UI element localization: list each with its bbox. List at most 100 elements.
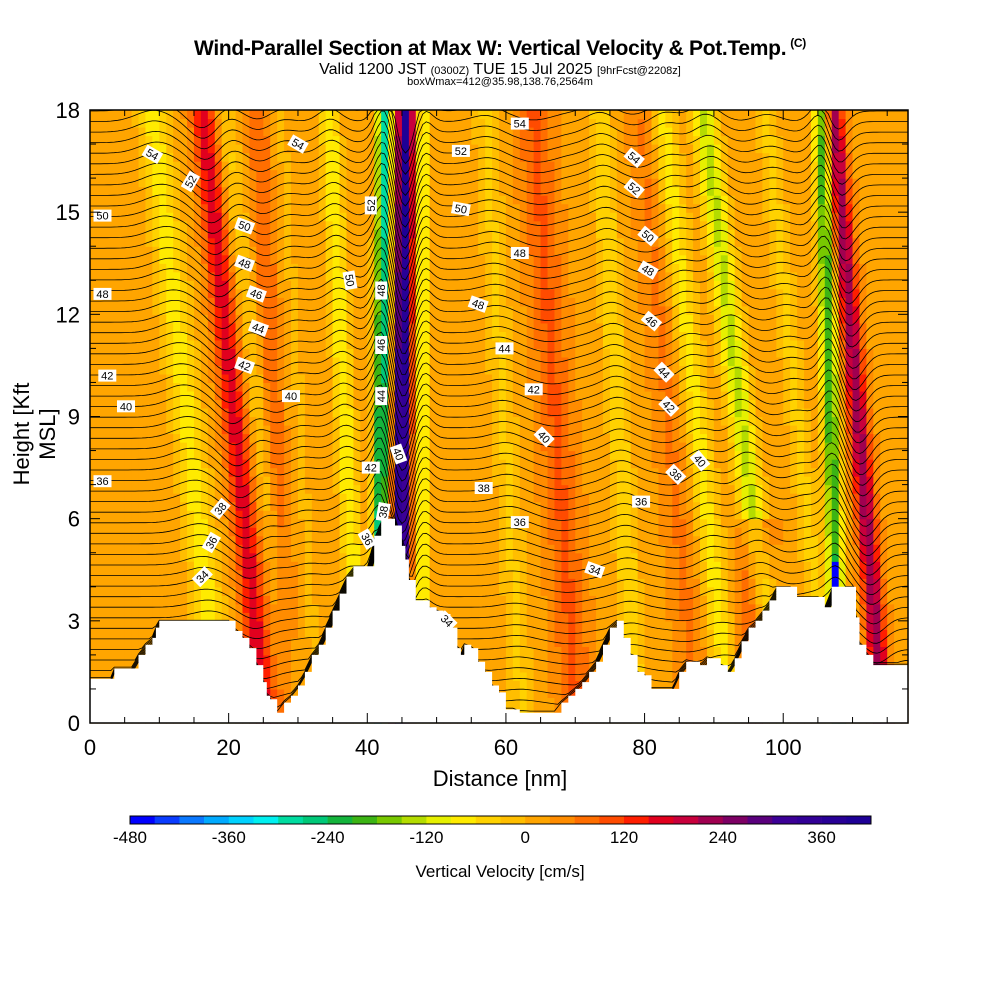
velocity-cell [304,110,313,120]
velocity-cell [131,212,140,222]
velocity-cell [235,612,244,622]
velocity-cell [193,399,202,409]
velocity-cell [166,399,174,409]
velocity-cell [353,288,361,298]
velocity-cell [159,305,167,315]
velocity-cell [166,195,174,205]
velocity-cell [90,314,98,324]
velocity-cell [103,254,112,264]
velocity-cell [311,620,320,630]
velocity-cell [228,476,237,486]
velocity-cell [443,322,452,332]
velocity-cell [339,288,348,298]
velocity-cell [519,561,528,571]
velocity-cell [180,399,188,409]
velocity-cell [505,450,514,460]
velocity-cell [96,518,105,528]
velocity-cell [436,186,445,196]
velocity-cell [284,501,292,511]
velocity-cell [547,271,556,281]
velocity-cell [332,305,341,315]
velocity-cell [110,637,119,647]
valid-date: TUE 15 Jul 2025 [473,61,593,78]
velocity-cell [561,620,569,630]
velocity-cell [471,373,479,384]
velocity-cell [193,544,202,554]
velocity-cell [138,339,147,349]
velocity-cell [117,152,126,162]
velocity-cell [221,561,230,571]
velocity-cell [540,476,549,486]
velocity-cell [457,212,465,222]
velocity-cell [200,161,209,171]
velocity-cell [512,144,521,154]
velocity-cell [408,229,417,239]
velocity-cell [214,195,223,205]
velocity-cell [554,110,562,120]
velocity-cell [353,144,361,154]
velocity-cell [304,390,313,401]
velocity-cell [159,561,167,571]
velocity-cell [395,212,403,222]
velocity-cell [436,544,445,554]
velocity-cell [325,595,334,605]
velocity-cell [166,578,174,588]
velocity-cell [318,348,327,358]
velocity-cell [159,263,167,273]
velocity-cell [311,603,320,613]
velocity-cell [187,450,195,460]
velocity-cell [422,322,431,332]
velocity-cell [159,339,167,349]
velocity-cell [242,569,251,579]
velocity-cell [401,271,410,281]
velocity-cell [388,271,396,281]
velocity-cell [367,135,375,145]
velocity-cell [353,484,361,494]
velocity-cell [547,450,556,460]
velocity-cell [526,552,535,562]
velocity-cell [277,663,285,673]
velocity-cell [568,637,576,647]
velocity-cell [318,595,327,605]
velocity-cell [395,476,403,486]
velocity-cell [207,416,216,426]
velocity-cell [117,203,126,213]
velocity-cell [547,637,556,647]
velocity-cell [512,365,521,375]
velocity-cell [450,305,458,315]
velocity-cell [284,629,292,639]
velocity-cell [291,663,299,673]
velocity-cell [492,178,500,188]
velocity-cell [291,688,299,699]
velocity-cell [228,348,237,358]
velocity-cell [173,586,181,596]
velocity-cell [485,348,493,358]
velocity-cell [235,467,244,477]
velocity-cell [367,254,375,264]
velocity-cell [90,663,98,673]
velocity-cell [124,450,133,460]
velocity-cell [249,595,257,605]
velocity-cell [429,493,438,503]
velocity-cell [200,459,209,469]
velocity-cell [166,297,174,307]
velocity-cell [395,390,403,401]
velocity-cell [131,339,140,349]
velocity-cell [110,118,119,128]
velocity-cell [124,288,133,298]
velocity-cell [540,518,549,528]
velocity-cell [381,152,389,162]
velocity-cell [284,322,292,332]
velocity-cell [436,561,445,571]
velocity-cell [505,186,514,196]
velocity-cell [256,144,264,154]
velocity-cell [180,501,188,511]
velocity-cell [311,373,320,384]
velocity-cell [561,569,569,579]
velocity-cell [388,322,396,332]
velocity-cell [249,203,257,213]
velocity-cell [332,152,341,162]
velocity-cell [505,203,514,213]
velocity-cell [228,501,237,511]
velocity-cell [249,212,257,222]
